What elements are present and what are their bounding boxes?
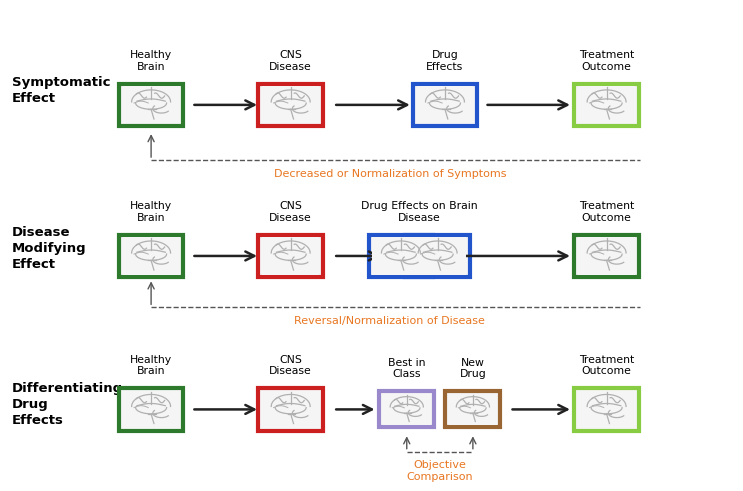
Bar <box>123 391 180 428</box>
Bar <box>449 394 497 425</box>
Text: Healthy
Brain: Healthy Brain <box>130 355 172 376</box>
Bar <box>259 84 323 126</box>
Bar <box>119 235 184 277</box>
Text: Reversal/Normalization of Disease: Reversal/Normalization of Disease <box>294 316 485 326</box>
Bar <box>372 237 429 274</box>
Text: Drug
Effects: Drug Effects <box>426 50 464 72</box>
Bar <box>412 84 477 126</box>
Bar <box>578 237 635 274</box>
Bar <box>123 237 180 274</box>
Text: Best in
Class: Best in Class <box>388 358 426 380</box>
Text: CNS
Disease: CNS Disease <box>269 50 312 72</box>
Bar <box>574 235 639 277</box>
Text: Decreased or Normalization of Symptoms: Decreased or Normalization of Symptoms <box>273 169 506 179</box>
Bar <box>574 84 639 126</box>
Bar <box>123 86 180 123</box>
Bar <box>262 86 319 123</box>
Bar <box>417 86 473 123</box>
Bar <box>578 391 635 428</box>
Bar <box>409 237 466 274</box>
Bar <box>383 394 431 425</box>
Text: Disease
Modifying
Effect: Disease Modifying Effect <box>11 226 86 271</box>
Bar <box>262 391 319 428</box>
Text: CNS
Disease: CNS Disease <box>269 201 312 223</box>
Bar <box>119 388 184 431</box>
Bar <box>405 235 470 277</box>
Text: Objective
Comparison: Objective Comparison <box>406 460 473 482</box>
Bar <box>379 391 435 427</box>
Text: CNS
Disease: CNS Disease <box>269 355 312 376</box>
Bar <box>369 235 433 277</box>
Text: Treatment
Outcome: Treatment Outcome <box>579 201 635 223</box>
Bar <box>119 84 184 126</box>
Text: Drug Effects on Brain
Disease: Drug Effects on Brain Disease <box>361 201 478 223</box>
Text: Healthy
Brain: Healthy Brain <box>130 50 172 72</box>
Text: Treatment
Outcome: Treatment Outcome <box>579 50 635 72</box>
Text: New
Drug: New Drug <box>459 358 486 380</box>
Text: Healthy
Brain: Healthy Brain <box>130 201 172 223</box>
Bar <box>259 235 323 277</box>
Text: Differentiating
Drug
Effects: Differentiating Drug Effects <box>11 382 123 427</box>
Text: Symptomatic
Effect: Symptomatic Effect <box>11 76 110 105</box>
Bar <box>578 86 635 123</box>
Bar <box>574 388 639 431</box>
Text: Treatment
Outcome: Treatment Outcome <box>579 355 635 376</box>
Bar <box>262 237 319 274</box>
Bar <box>445 391 501 427</box>
Bar <box>259 388 323 431</box>
